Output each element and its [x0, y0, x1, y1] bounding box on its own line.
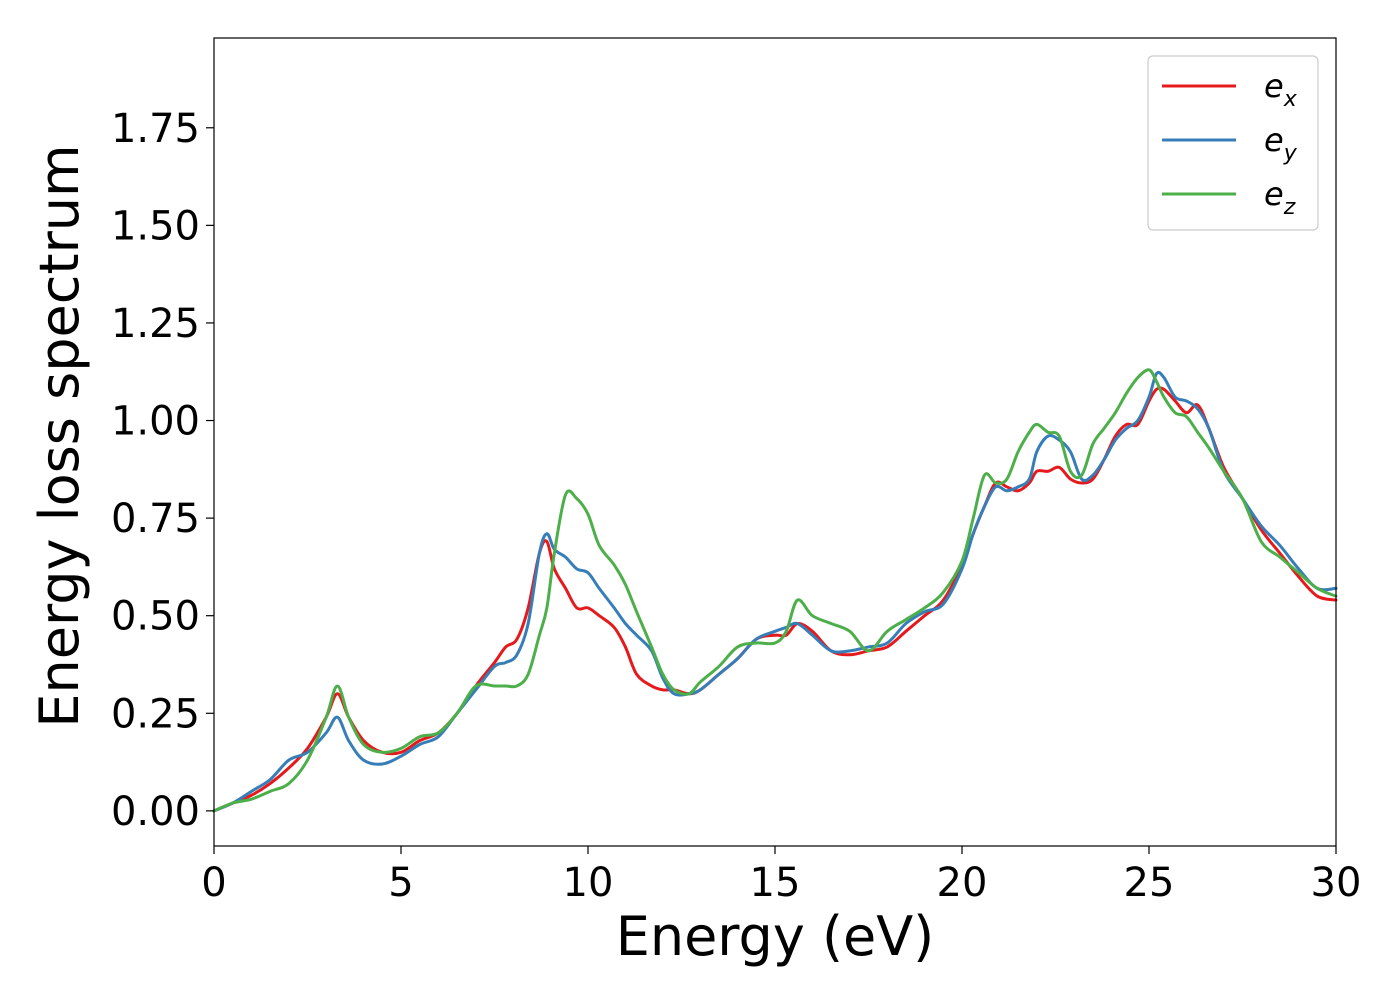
legend-label-base: e	[1264, 121, 1284, 159]
y-tick-label: 1.75	[111, 106, 200, 152]
x-tick-label: 20	[937, 860, 988, 906]
y-tick-label: 0.25	[111, 691, 200, 737]
x-tick-label: 5	[388, 860, 413, 906]
legend-label-subscript: z	[1283, 195, 1296, 220]
legend-label-y: ey	[1264, 121, 1298, 166]
legend-label-subscript: y	[1283, 141, 1298, 166]
x-tick-label: 15	[750, 860, 801, 906]
plot-area	[212, 37, 1338, 847]
series-line-z	[212, 368, 1338, 813]
y-axis: 0.00 0.25 0.50 0.75 1.00 1.25 1.50 1.75	[111, 106, 214, 835]
y-tick-label: 1.00	[111, 399, 200, 445]
legend-label-base: e	[1264, 175, 1284, 213]
x-tick-label: 0	[201, 860, 226, 906]
x-axis-label: Energy (eV)	[616, 905, 935, 968]
y-tick-label: 1.50	[111, 203, 200, 249]
x-tick-label: 10	[563, 860, 614, 906]
y-axis-label: Energy loss spectrum	[28, 144, 91, 727]
y-tick-label: 0.00	[111, 789, 200, 835]
y-tick-label: 0.50	[111, 594, 200, 640]
legend-label-base: e	[1264, 67, 1284, 105]
legend-label-x: ex	[1264, 67, 1298, 112]
x-axis: 0 5 10 15 20 25 30	[201, 846, 1361, 906]
y-tick-label: 1.25	[111, 301, 200, 347]
x-tick-label: 30	[1311, 860, 1362, 906]
series-line-y	[212, 370, 1338, 813]
legend-label-subscript: x	[1283, 87, 1298, 112]
legend-label-z: ez	[1264, 175, 1296, 220]
series-layer	[212, 368, 1338, 813]
legend-box	[1147, 55, 1319, 231]
y-tick-label: 0.75	[111, 496, 200, 542]
x-tick-label: 25	[1124, 860, 1175, 906]
